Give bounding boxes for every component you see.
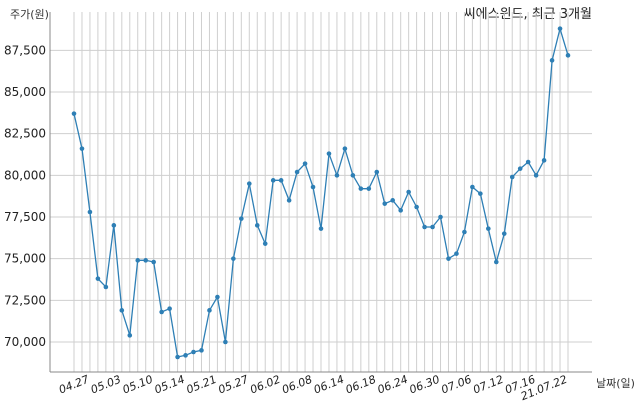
data-point (246, 181, 252, 186)
y-tick-label: 72,500 (4, 293, 46, 307)
data-point (95, 276, 101, 281)
data-point (215, 294, 220, 300)
data-point (318, 226, 324, 231)
data-point (533, 173, 539, 178)
data-point (79, 146, 85, 151)
data-point (262, 241, 268, 246)
data-point (430, 224, 435, 230)
data-point (525, 159, 531, 165)
data-point (239, 216, 244, 221)
data-point (517, 166, 523, 171)
y-tick-label: 82,500 (4, 127, 46, 141)
data-point (207, 308, 212, 313)
data-point (310, 184, 316, 190)
data-point (71, 111, 77, 116)
data-point (270, 178, 276, 183)
x-tick-label: 06.18 (344, 373, 378, 397)
y-tick-labels: 70,000 72,500 75,000 77,500 80,000 82,500 85,0… (4, 43, 46, 349)
y-tick-label: 70,000 (4, 335, 46, 349)
data-point (374, 169, 380, 175)
data-point (175, 354, 180, 360)
data-point (406, 189, 411, 195)
data-point (135, 258, 141, 263)
data-point (119, 308, 125, 313)
y-tick-label: 75,000 (4, 252, 46, 266)
data-point (278, 178, 284, 183)
x-tick-label: 06.02 (248, 373, 282, 397)
data-point (159, 309, 164, 315)
data-point (366, 186, 372, 191)
data-point (254, 223, 260, 228)
series-group (71, 26, 571, 360)
x-tick-label: 07.12 (471, 373, 505, 397)
data-point (167, 306, 172, 311)
data-point (541, 158, 547, 163)
data-point (422, 224, 427, 230)
data-point (446, 256, 451, 261)
data-point (223, 339, 228, 345)
x-tick-label: 06.08 (280, 373, 314, 397)
x-tick-label: 06.24 (376, 373, 410, 397)
y-tick-label: 80,000 (4, 168, 46, 182)
y-axis-label: 주가(원) (10, 8, 49, 21)
x-tick-label: 06.14 (312, 373, 346, 397)
data-point (127, 333, 133, 338)
data-point (382, 201, 388, 206)
data-point (143, 258, 149, 263)
data-point (557, 26, 563, 31)
data-point (493, 259, 499, 265)
data-point (390, 198, 396, 203)
data-point (151, 259, 156, 265)
data-point (486, 226, 491, 231)
x-tick-label: 05.21 (184, 373, 218, 397)
data-point (454, 251, 459, 256)
data-point (334, 173, 340, 178)
data-point (286, 198, 292, 203)
data-point (509, 174, 515, 180)
data-point (191, 349, 196, 355)
data-point (350, 173, 356, 178)
x-axis-label: 날짜(일) (596, 377, 635, 390)
data-point (478, 191, 483, 196)
data-point (565, 53, 571, 58)
axes (49, 12, 592, 373)
data-point (414, 204, 419, 210)
y-tick-label: 87,500 (4, 43, 46, 57)
data-point (326, 151, 332, 156)
data-point (470, 184, 475, 190)
x-tick-label: 06.30 (408, 373, 442, 397)
x-tick-label: 05.27 (216, 373, 250, 397)
data-point (294, 169, 300, 175)
y-tick-label: 85,000 (4, 85, 46, 99)
data-point (199, 348, 204, 353)
data-point (549, 58, 555, 63)
data-point (183, 353, 188, 358)
horizontal-gridlines (50, 49, 592, 343)
x-tick-label: 05.03 (89, 373, 123, 397)
x-tick-label: 05.14 (153, 373, 187, 397)
data-point (398, 208, 403, 213)
data-point (231, 256, 236, 261)
y-tick-label: 77,500 (4, 210, 46, 224)
x-tick-label: 05.10 (121, 373, 155, 397)
data-point (342, 146, 348, 151)
vertical-gridlines (73, 12, 569, 372)
x-tick-label: 04.27 (57, 373, 91, 397)
data-point (103, 284, 109, 290)
data-point (87, 209, 93, 215)
x-tick-label: 07.06 (439, 373, 473, 397)
data-point (302, 161, 308, 166)
x-tick-labels: 04.2705.0305.1005.1405.2105.2706.0206.08… (57, 373, 569, 403)
data-point (501, 231, 507, 236)
data-point (358, 186, 364, 191)
data-point (438, 214, 443, 220)
data-point (462, 229, 467, 235)
data-point (111, 223, 117, 228)
